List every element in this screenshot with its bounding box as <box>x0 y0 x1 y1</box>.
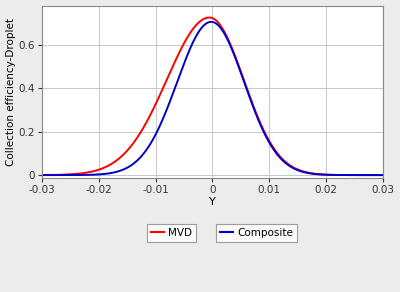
MVD <box>39 173 44 177</box>
X-axis label: Y: Y <box>209 197 216 207</box>
MVD <box>374 173 379 177</box>
Composite <box>78 173 83 177</box>
Composite <box>170 93 175 96</box>
Composite <box>98 173 103 176</box>
Line: Composite: Composite <box>42 22 383 175</box>
MVD <box>170 65 175 69</box>
Composite <box>39 173 44 177</box>
MVD <box>380 173 385 177</box>
Composite <box>380 173 385 177</box>
Composite <box>374 173 379 177</box>
MVD <box>185 36 190 39</box>
Legend: Composite: Composite <box>216 224 297 242</box>
Composite <box>337 173 342 177</box>
Line: MVD: MVD <box>42 18 383 175</box>
MVD <box>207 16 212 19</box>
MVD <box>337 173 342 177</box>
Y-axis label: Collection efficiency-Droplet: Collection efficiency-Droplet <box>6 18 16 166</box>
MVD <box>78 172 83 175</box>
Composite <box>185 53 190 57</box>
MVD <box>98 167 103 171</box>
Composite <box>209 20 214 24</box>
